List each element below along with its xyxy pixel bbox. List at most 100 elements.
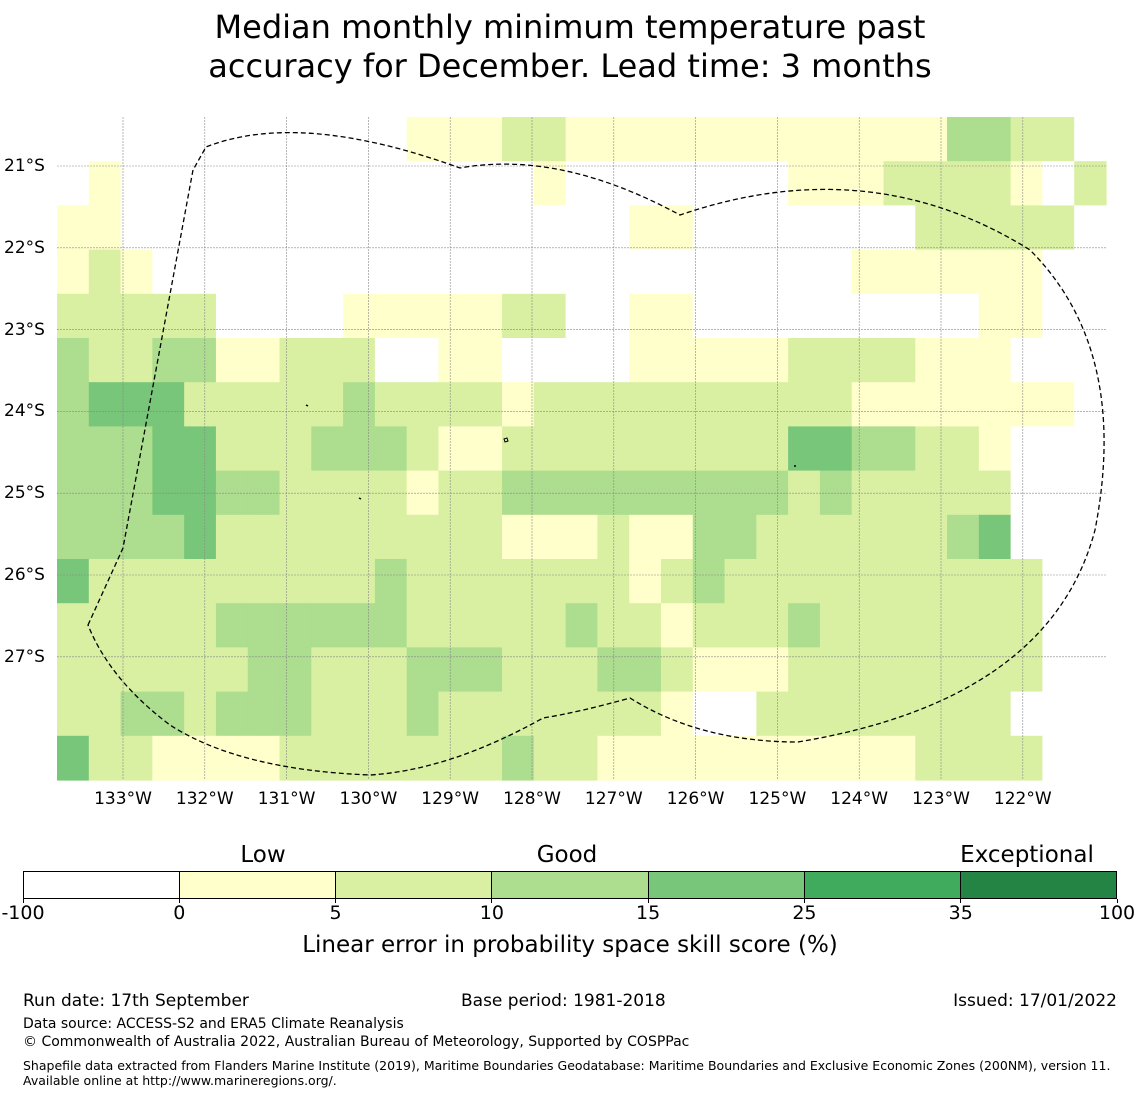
- grid-cell: [915, 382, 948, 427]
- grid-cell: [438, 293, 471, 339]
- grid-cell: [629, 382, 662, 427]
- grid-cell: [374, 293, 408, 339]
- grid-cell: [343, 161, 376, 206]
- grid-cell: [883, 249, 916, 295]
- grid-cell: [1074, 426, 1107, 472]
- longitude-label: 122°W: [993, 789, 1052, 809]
- grid-cell: [470, 514, 503, 560]
- grid-cell: [438, 514, 471, 560]
- grid-cell: [343, 514, 376, 560]
- grid-cell: [406, 514, 440, 560]
- grid-cell: [978, 559, 1012, 604]
- grid-cell: [247, 603, 281, 648]
- grid-cell: [184, 603, 217, 648]
- longitude-label: 130°W: [339, 789, 398, 809]
- grid-cell: [692, 338, 726, 383]
- colorbar-tick-mark: [22, 899, 24, 903]
- grid-cell: [247, 647, 281, 693]
- grid-cell: [470, 647, 503, 693]
- grid-cell: [279, 205, 312, 251]
- grid-cell: [279, 647, 312, 693]
- grid-cell: [724, 735, 757, 781]
- grid-cell: [184, 735, 217, 781]
- colorbar-tick-label: -100: [1, 902, 45, 924]
- grid-cell: [247, 338, 281, 383]
- grid-cell: [565, 426, 598, 472]
- grid-cell: [470, 559, 503, 604]
- grid-cell: [406, 249, 440, 295]
- grid-cell: [1042, 426, 1075, 472]
- grid-cell: [1074, 338, 1107, 383]
- grid-cell: [88, 514, 122, 560]
- island-marker: [503, 437, 509, 443]
- grid-cell: [915, 161, 948, 206]
- grid-cell: [851, 647, 885, 693]
- grid-cell: [215, 249, 249, 295]
- grid-cell: [1074, 161, 1107, 206]
- legend-category-good: Good: [536, 842, 598, 868]
- grid-cell: [502, 426, 535, 472]
- grid-cell: [629, 735, 662, 781]
- grid-cell: [756, 293, 789, 339]
- grid-cell: [152, 603, 185, 648]
- grid-cell: [215, 205, 249, 251]
- grid-cell: [247, 382, 281, 427]
- grid-cell: [533, 603, 567, 648]
- grid-cell: [406, 205, 440, 251]
- grid-cell: [152, 382, 185, 427]
- grid-cell: [788, 514, 821, 560]
- grid-cell: [819, 338, 853, 383]
- grid-cell: [819, 249, 853, 295]
- grid-cell: [406, 338, 440, 383]
- grid-cell: [438, 382, 471, 427]
- grid-cell: [692, 514, 726, 560]
- grid-cell: [660, 161, 694, 206]
- grid-cell: [692, 293, 726, 339]
- grid-cell: [406, 426, 440, 472]
- grid-cell: [120, 426, 153, 472]
- grid-cell: [57, 514, 90, 560]
- grid-cell: [184, 161, 217, 206]
- grid-cell: [311, 559, 344, 604]
- grid-cell: [724, 338, 757, 383]
- grid-cell: [247, 691, 281, 737]
- grid-cell: [57, 117, 90, 162]
- grid-cell: [565, 382, 598, 427]
- colorbar-segment: [648, 872, 805, 898]
- grid-cell: [915, 603, 948, 648]
- colorbar-tick-label: 10: [479, 902, 504, 924]
- grid-cell: [502, 647, 535, 693]
- grid-cell: [692, 161, 726, 206]
- grid-cell: [88, 338, 122, 383]
- grid-cell: [438, 161, 471, 206]
- grid-cell: [947, 514, 980, 560]
- grid-cell: [311, 735, 344, 781]
- grid-cell: [57, 691, 90, 737]
- grid-cell: [311, 161, 344, 206]
- grid-cell: [279, 249, 312, 295]
- grid-cell: [756, 735, 789, 781]
- grid-cell: [311, 382, 344, 427]
- grid-cell: [57, 338, 90, 383]
- grid-cell: [311, 293, 344, 339]
- grid-cell: [184, 205, 217, 251]
- grid-cell: [120, 691, 153, 737]
- colorbar-tick-mark: [335, 899, 337, 903]
- grid-cell: [629, 293, 662, 339]
- grid-cell: [1042, 735, 1075, 781]
- grid-cell: [1074, 514, 1107, 560]
- grid-cell: [247, 426, 281, 472]
- grid-cell: [851, 514, 885, 560]
- grid-cell: [629, 338, 662, 383]
- longitude-label: 124°W: [830, 789, 889, 809]
- colorbar-segment: [804, 872, 961, 898]
- grid-cell: [1010, 603, 1044, 648]
- grid-cell: [120, 293, 153, 339]
- colorbar-tick-mark: [491, 899, 493, 903]
- grid-cell: [947, 559, 980, 604]
- grid-cell: [470, 249, 503, 295]
- grid-cell: [57, 426, 90, 472]
- grid-cell: [374, 117, 408, 162]
- grid-cell: [343, 293, 376, 339]
- grid-cell: [152, 559, 185, 604]
